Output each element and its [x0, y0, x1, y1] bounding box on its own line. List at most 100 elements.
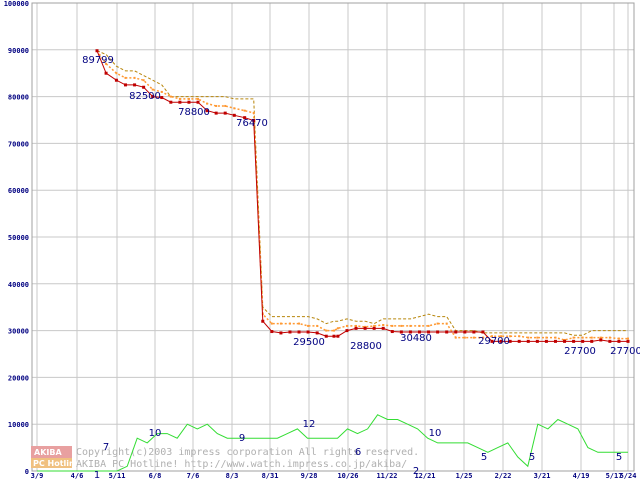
- price-min-point: [526, 339, 530, 343]
- price-avg-point: [333, 329, 336, 332]
- price-min-point: [279, 331, 283, 335]
- price-min-point: [160, 96, 164, 100]
- price-avg-point: [215, 104, 218, 107]
- shop-count-label: 5: [616, 452, 622, 463]
- price-min-point: [399, 330, 403, 334]
- x-tick-label: 6/8: [149, 472, 162, 480]
- price-min-point: [306, 330, 310, 334]
- price-min-point: [142, 85, 146, 89]
- price-min-point: [324, 334, 328, 338]
- price-min-point: [617, 339, 621, 343]
- x-tick-label: 5/17: [606, 472, 623, 480]
- price-avg-point: [224, 104, 227, 107]
- price-min-point: [288, 330, 292, 334]
- price-avg-point: [590, 336, 593, 339]
- price-min-point: [417, 330, 421, 334]
- price-min-point: [133, 83, 137, 87]
- shop-count-label: 2: [413, 466, 419, 477]
- price-min-point: [354, 326, 358, 330]
- grid: [31, 2, 635, 472]
- price-avg-point: [124, 76, 127, 79]
- price-min-point: [445, 330, 449, 334]
- x-tick-label: 4/6: [71, 472, 84, 480]
- x-tick-label: 1/25: [456, 472, 473, 480]
- price-avg-point: [445, 322, 448, 325]
- price-min-point: [481, 330, 485, 334]
- price-avg-point: [316, 324, 319, 327]
- x-tick-label: 5/11: [109, 472, 126, 480]
- shop-count-label: 1: [94, 470, 100, 480]
- price-avg-point: [572, 336, 575, 339]
- price-avg-point: [105, 62, 108, 65]
- price-avg-point: [400, 324, 403, 327]
- price-min-point: [104, 71, 108, 75]
- price-avg-point: [527, 336, 530, 339]
- price-avg-point: [279, 322, 282, 325]
- x-tick-label: 3/21: [534, 472, 551, 480]
- x-tick-label: 9/28: [301, 472, 318, 480]
- price-min-point: [332, 334, 336, 338]
- price-avg-point: [581, 336, 584, 339]
- price-avg-point: [160, 90, 163, 93]
- price-avg-point: [133, 76, 136, 79]
- price-min-point: [390, 330, 394, 334]
- price-min-point: [123, 83, 127, 87]
- price-avg-point: [463, 336, 466, 339]
- y-tick-label: 0: [25, 468, 29, 476]
- price-avg-point: [617, 337, 620, 340]
- x-tick-label: 7/6: [187, 472, 200, 480]
- x-tick-label: 8/31: [262, 472, 279, 480]
- price-avg-point: [391, 324, 394, 327]
- price-avg-point: [151, 88, 154, 91]
- price-min-point: [381, 326, 385, 330]
- price-avg-point: [491, 335, 494, 338]
- price-avg-point: [627, 337, 629, 340]
- price-min-point: [599, 338, 603, 342]
- series: [37, 49, 630, 472]
- price-avg-point: [536, 336, 539, 339]
- price-avg-point: [355, 324, 358, 327]
- price-min-point: [252, 118, 256, 122]
- price-avg-point: [500, 335, 503, 338]
- price-avg-point: [206, 102, 209, 105]
- shop-count-label: 9: [239, 433, 245, 444]
- logo-top-text: AKIBA: [34, 448, 62, 457]
- series-shop-count: [37, 414, 628, 472]
- shop-count-label: 6: [355, 447, 361, 458]
- price-min-point: [572, 339, 576, 343]
- y-tick-label: 10000: [8, 421, 29, 429]
- price-avg-point: [270, 322, 273, 325]
- price-min-point: [243, 116, 247, 120]
- price-avg-point: [373, 324, 376, 327]
- y-tick-label: 100000: [4, 0, 29, 8]
- price-avg-point: [509, 335, 512, 338]
- y-tick-label: 40000: [8, 281, 29, 289]
- price-data-label: 76470: [236, 118, 268, 129]
- price-data-label: 78800: [178, 107, 210, 118]
- price-min-point: [517, 339, 521, 343]
- x-tick-label: 10/26: [337, 472, 358, 480]
- price-min-point: [178, 100, 182, 104]
- price-min-point: [297, 330, 301, 334]
- price-avg-point: [545, 336, 548, 339]
- shop-count-label: 10: [149, 428, 162, 439]
- x-tick-label: 12/21: [414, 472, 435, 480]
- price-min-point: [427, 330, 431, 334]
- price-avg-point: [197, 97, 200, 100]
- price-avg-point: [325, 329, 328, 332]
- x-tick-label: 5/24: [620, 472, 637, 480]
- price-data-label: 29700: [478, 336, 510, 347]
- price-min-point: [223, 111, 227, 115]
- price-avg-point: [345, 324, 348, 327]
- price-min-point: [315, 331, 319, 335]
- shop-count-label: 7: [103, 442, 109, 453]
- price-avg-point: [454, 336, 457, 339]
- price-min-point: [270, 330, 274, 334]
- price-min-point: [232, 113, 236, 117]
- price-data-label: 89799: [82, 55, 114, 66]
- price-avg-point: [252, 111, 255, 114]
- price-avg-point: [178, 97, 181, 100]
- price-min-point: [454, 330, 458, 334]
- price-min-point: [336, 334, 340, 338]
